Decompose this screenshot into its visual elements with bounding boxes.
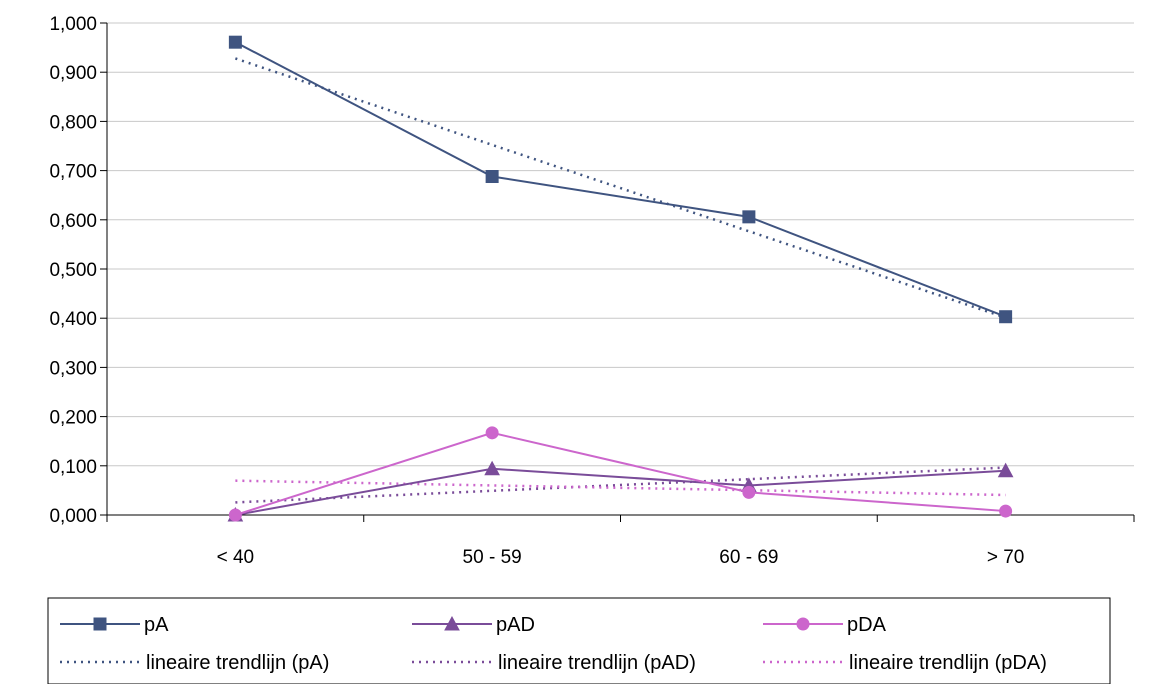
square-marker	[742, 210, 756, 224]
y-tick-label: 0,200	[49, 408, 97, 429]
y-tick-label: 0,000	[49, 506, 97, 527]
circle-marker	[228, 508, 242, 522]
y-tick-label: 0,300	[49, 358, 97, 379]
trendline-pa	[234, 57, 1007, 319]
circle-marker	[742, 485, 756, 499]
y-tick-label: 0,900	[49, 63, 97, 84]
square-marker	[228, 35, 242, 49]
y-tick-label: 0,500	[49, 260, 97, 281]
gridlines	[107, 22, 1134, 467]
y-tick-label: 0,100	[49, 457, 97, 478]
legend-trend-label: lineaire trendlijn (pA)	[146, 652, 329, 674]
triangle-marker	[997, 462, 1014, 478]
y-axis-ticks: 0,000 0,100 0,200 0,300 0,400 0,500 0,600 0,700…	[49, 14, 107, 527]
x-tick-label: > 70	[987, 547, 1025, 568]
legend-box	[47, 597, 1111, 684]
circle-marker	[796, 617, 810, 631]
legend-trend-label: lineaire trendlijn (pDA)	[849, 652, 1047, 674]
legend-trend-label: lineaire trendlijn (pAD)	[498, 652, 696, 674]
triangle-marker	[444, 615, 460, 631]
x-tick-label: < 40	[217, 547, 255, 568]
triangle-marker	[484, 460, 500, 476]
square-marker	[485, 170, 499, 184]
y-tick-label: 0,400	[49, 309, 97, 330]
trendline-pad	[235, 466, 1006, 504]
x-axis-ticks: < 40 50 - 59 60 - 69 > 70	[106, 515, 1135, 568]
y-tick-label: 0,600	[49, 211, 97, 232]
series-line-pda	[235, 431, 1006, 516]
legend-label-pa: pA	[144, 614, 169, 636]
square-marker	[93, 617, 107, 631]
y-tick-label: 0,700	[49, 162, 97, 183]
series-line-pa	[234, 41, 1006, 318]
y-tick-label: 1,000	[49, 14, 97, 35]
square-marker	[999, 310, 1013, 324]
legend: pA pAD pDA lineaire trendlijn (pA) lineaire …	[47, 597, 1111, 684]
circle-marker	[999, 504, 1013, 518]
legend-label-pda: pDA	[847, 614, 887, 636]
x-tick-label: 50 - 59	[463, 547, 522, 568]
y-tick-label: 0,800	[49, 112, 97, 133]
series-line-pad	[235, 467, 1006, 516]
trendlines	[234, 57, 1007, 504]
data-series	[227, 35, 1014, 522]
trendline-pda	[235, 479, 1006, 497]
x-tick-label: 60 - 69	[719, 547, 778, 568]
legend-label-pad: pAD	[496, 614, 535, 636]
circle-marker	[485, 426, 499, 440]
axes	[106, 23, 1134, 516]
